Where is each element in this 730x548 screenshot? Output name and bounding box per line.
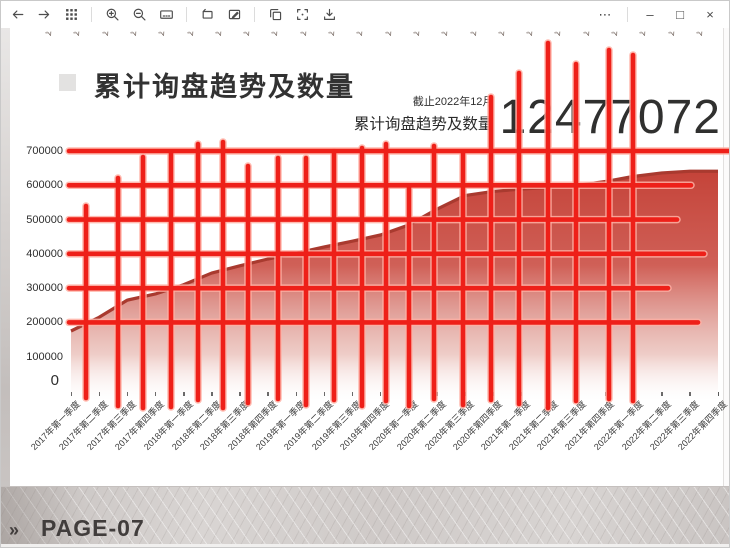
stat-label: 累计询盘趋势及数量: [353, 116, 494, 133]
x-axis-tick: [717, 392, 719, 396]
toolbar-left-icons: [1, 4, 341, 26]
x-axis-tick: [548, 392, 551, 396]
toolbar-crop-button[interactable]: [195, 4, 219, 26]
stat-block: 截止2022年12月 累计询盘趋势及数量 12477072: [354, 90, 721, 144]
x-axis-tick: [604, 392, 607, 396]
x-axis-tick: [661, 392, 663, 396]
title-bullet-square: [59, 74, 76, 91]
footer-chevrons-icon: »: [9, 520, 20, 540]
slide-right-edge: [723, 28, 729, 486]
background-photo-left-strip: [1, 28, 10, 544]
x-axis-tick: [379, 392, 382, 396]
toolbar-zoom-out-button[interactable]: [127, 4, 151, 26]
toolbar-fullscreen-button[interactable]: [290, 4, 314, 26]
x-axis-tick: [576, 392, 579, 396]
y-axis-label-300000: 300000: [26, 282, 63, 295]
forward-icon: [38, 10, 49, 19]
toolbar-grid-button[interactable]: [59, 4, 83, 26]
x-axis-tick: [98, 392, 101, 396]
x-axis-tick: [70, 392, 72, 396]
zoom-in-icon: [106, 8, 119, 21]
x-axis-tick: [520, 392, 523, 396]
x-axis-tick: [492, 392, 494, 396]
stat-texts: 截止2022年12月 累计询盘趋势及数量: [354, 93, 494, 134]
x-axis-tick: [689, 392, 691, 396]
stat-asof-date: 截止2022年12月: [412, 96, 494, 108]
x-axis-tick: [267, 392, 269, 396]
toolbar-back-button[interactable]: [5, 4, 29, 26]
crop-icon: [202, 8, 213, 19]
x-axis-tick: [351, 392, 354, 396]
x-axis-tick: [464, 392, 466, 396]
toolbar-forward-button[interactable]: [32, 4, 56, 26]
window-controls: ⋯ – □ ×: [592, 4, 729, 26]
window-minimize-button[interactable]: –: [637, 4, 663, 26]
fullscreen-icon: [296, 9, 308, 20]
x-axis-tick: [211, 392, 213, 396]
grid-icon: [65, 9, 77, 20]
x-axis-tick: [126, 392, 129, 396]
y-axis-label-400000: 400000: [26, 247, 63, 260]
zoom-out-icon: [133, 8, 146, 21]
window-maximize-button[interactable]: □: [667, 4, 693, 26]
x-axis-tick: [183, 392, 185, 396]
y-axis-label-600000: 600000: [26, 179, 63, 192]
toolbar-presenter-button[interactable]: [154, 4, 178, 26]
x-axis-tick: [408, 392, 410, 396]
toolbar-download-button[interactable]: [317, 4, 341, 26]
toolbar-separator: [186, 7, 187, 22]
x-axis-tick: [323, 392, 326, 396]
download-icon: [323, 8, 335, 20]
x-axis-tick: [295, 392, 298, 396]
window-close-button[interactable]: ×: [697, 4, 723, 26]
toolbar-zoom-in-button[interactable]: [100, 4, 124, 26]
slide-title-row: 累计询盘趋势及数量: [59, 65, 355, 104]
back-icon: [12, 10, 23, 19]
edit-icon: [228, 9, 240, 20]
x-axis-tick: [154, 392, 157, 396]
window-controls-separator: [627, 7, 628, 22]
presenter-icon: [159, 10, 173, 19]
background-photo-bottom-strip: [1, 486, 729, 544]
footer-page-number: PAGE-07: [41, 515, 145, 541]
y-axis-label-700000: 700000: [26, 145, 63, 157]
y-axis-label-0: 0: [50, 372, 59, 389]
x-axis-tick: [239, 392, 241, 396]
toolbar: ⋯ – □ ×: [1, 1, 729, 28]
window-bottom-edge: [1, 544, 729, 547]
stat-total-number: 12477072: [499, 90, 721, 144]
toolbar-edit-button[interactable]: [222, 4, 246, 26]
x-axis-tick: [436, 392, 438, 396]
page-title: 累计询盘趋势及数量: [94, 72, 355, 102]
window-more-button[interactable]: ⋯: [592, 4, 618, 26]
copy-icon: [269, 8, 281, 21]
y-axis-label-200000: 200000: [26, 316, 63, 329]
slide-footer: » PAGE-07: [9, 515, 145, 542]
toolbar-separator: [91, 7, 92, 22]
toolbar-copy-button[interactable]: [263, 4, 287, 26]
toolbar-separator: [254, 7, 255, 22]
x-axis-tick: [633, 392, 635, 396]
y-axis-label-500000: 500000: [26, 213, 63, 226]
y-axis-label-100000: 100000: [26, 350, 63, 363]
